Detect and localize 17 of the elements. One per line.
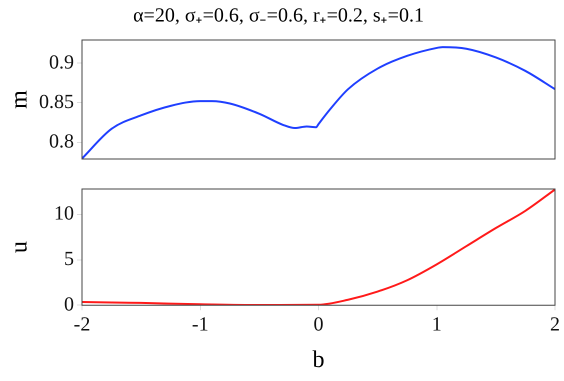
y-tick-label: 0 (64, 293, 74, 316)
y-tick-label: 5 (64, 248, 74, 270)
y-tick-label: 10 (54, 202, 74, 225)
x-tick-label: -2 (74, 313, 90, 336)
x-tick-label: 2 (550, 313, 560, 336)
y-axis-title: m (6, 90, 33, 109)
y-tick-label: 0.8 (49, 130, 74, 153)
chart-title: α=20, σ₊=0.6, σ₋=0.6, r₊=0.2, s₊=0.1 (133, 4, 424, 26)
y-axis-title: u (6, 241, 33, 254)
x-tick-label: -1 (192, 313, 209, 336)
x-tick-label: 0 (314, 313, 324, 336)
line-series (82, 46, 555, 159)
line-series (82, 189, 555, 306)
x-tick-label: 1 (432, 313, 442, 336)
y-tick-label: 0.85 (39, 90, 74, 113)
x-axis-title: b (312, 346, 324, 373)
y-tick-label: 0.9 (49, 51, 74, 74)
